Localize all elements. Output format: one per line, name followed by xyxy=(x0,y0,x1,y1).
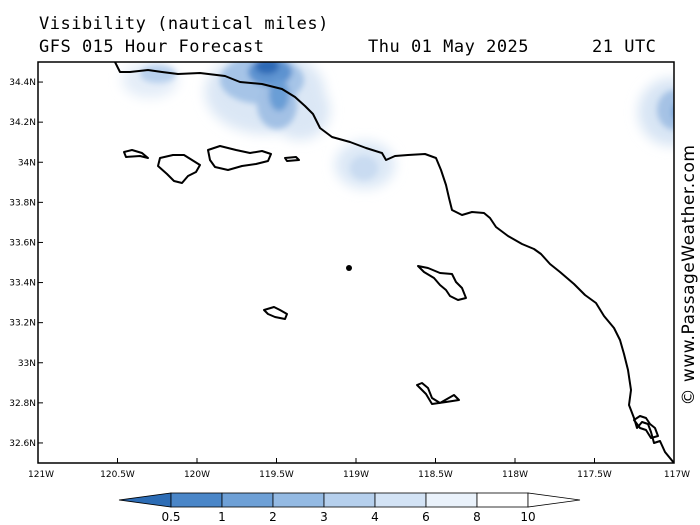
longitude-axis: 121W 120.5W 120W 119.5W 119W 118.5W 118W 117.5W… xyxy=(28,458,690,480)
forecast-label: GFS 015 Hour Forecast xyxy=(39,37,265,57)
visibility-shading xyxy=(122,62,674,189)
lat-tick-label: 33.2N xyxy=(9,319,36,329)
colorbar-tick-label: 2 xyxy=(269,510,277,524)
forecast-time: 21 UTC xyxy=(592,37,657,57)
map-frame xyxy=(37,61,675,464)
map-title: Visibility (nautical miles) xyxy=(39,14,329,34)
lat-tick-label: 34.2N xyxy=(9,118,36,128)
lat-tick-label: 33.4N xyxy=(9,279,36,289)
coastline xyxy=(114,62,674,463)
lon-tick-label: 119W xyxy=(343,470,369,480)
colorbar-segment xyxy=(425,492,478,508)
colorbar-tick-label: 4 xyxy=(371,510,379,524)
lon-tick-label: 119.5W xyxy=(259,470,294,480)
lon-tick-label: 118W xyxy=(502,470,528,480)
colorbar-tick-label: 6 xyxy=(422,510,430,524)
colorbar-tick-label: 0.5 xyxy=(161,510,180,524)
forecast-date: Thu 01 May 2025 xyxy=(368,37,530,57)
lon-tick-label: 117.5W xyxy=(577,470,612,480)
colorbar-segment xyxy=(323,492,376,508)
lat-tick-label: 33.6N xyxy=(9,238,36,248)
colorbar-segment xyxy=(374,492,427,508)
colorbar-segment xyxy=(272,492,325,508)
watermark: © www.PassageWeather.com xyxy=(679,144,699,406)
colorbar-segment xyxy=(527,492,581,508)
lat-tick-label: 32.6N xyxy=(9,439,36,449)
lon-tick-label: 120W xyxy=(184,470,210,480)
island-marker xyxy=(346,265,352,271)
colorbar-tick-label: 1 xyxy=(218,510,226,524)
colorbar-tick-label: 10 xyxy=(520,510,535,524)
visibility-colorbar: 0.5 1 2 3 4 6 8 10 xyxy=(118,492,581,524)
latitude-axis: 34.4N 34.2N 34N 33.8N 33.6N 33.4N 33.2N 33N 32.8… xyxy=(9,78,43,449)
colorbar-tick-label: 8 xyxy=(473,510,481,524)
lon-tick-label: 120.5W xyxy=(100,470,135,480)
colorbar-segment xyxy=(170,492,223,508)
colorbar-segment xyxy=(221,492,274,508)
lon-tick-label: 118.5W xyxy=(418,470,453,480)
lat-tick-label: 34N xyxy=(18,158,36,168)
colorbar-segment xyxy=(476,492,529,508)
lon-tick-label: 121W xyxy=(28,470,54,480)
lat-tick-label: 33.8N xyxy=(9,198,36,208)
lat-tick-label: 34.4N xyxy=(9,78,36,88)
lon-tick-label: 117W xyxy=(664,470,690,480)
colorbar-tick-label: 3 xyxy=(320,510,328,524)
lat-tick-label: 33N xyxy=(18,359,36,369)
lat-tick-label: 32.8N xyxy=(9,399,36,409)
colorbar-segment xyxy=(118,492,172,508)
